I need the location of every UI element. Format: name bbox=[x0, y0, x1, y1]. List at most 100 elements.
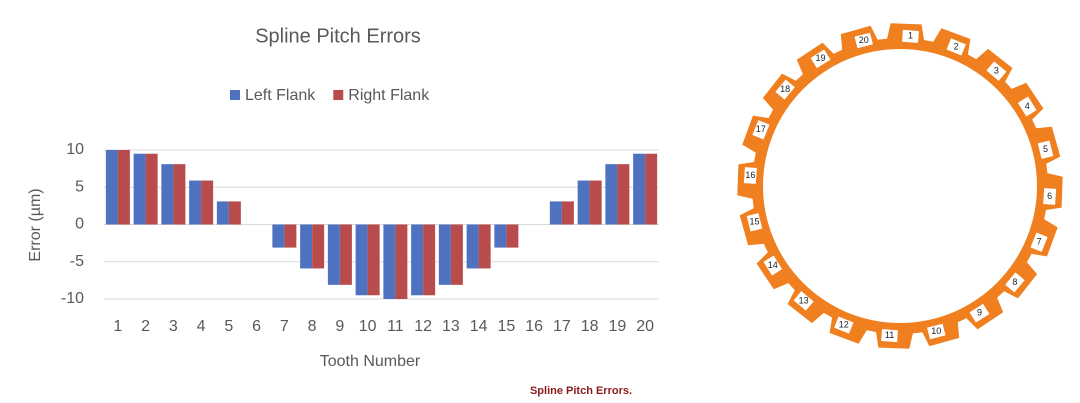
bar bbox=[605, 164, 618, 225]
tooth-notch bbox=[1037, 140, 1054, 159]
tooth-label: 19 bbox=[816, 53, 826, 63]
tooth-notch bbox=[752, 120, 770, 140]
bar bbox=[201, 180, 214, 225]
tooth-label: 20 bbox=[859, 35, 869, 45]
bar bbox=[466, 224, 479, 269]
legend-swatch bbox=[333, 90, 344, 100]
bar bbox=[272, 224, 285, 248]
bar bbox=[645, 153, 658, 225]
legend-label: Right Flank bbox=[348, 87, 430, 104]
tooth-label: 14 bbox=[768, 260, 778, 270]
bar bbox=[438, 224, 451, 285]
x-tick-label: 15 bbox=[497, 318, 515, 335]
tooth-notch bbox=[793, 291, 814, 311]
x-tick-label: 10 bbox=[359, 318, 377, 335]
x-axis-label: Tooth Number bbox=[320, 353, 421, 370]
tooth-label: 5 bbox=[1043, 144, 1048, 154]
tooth-notch bbox=[1043, 188, 1057, 205]
bar bbox=[411, 224, 424, 296]
y-tick-label: 5 bbox=[75, 178, 84, 195]
tooth-label: 1 bbox=[908, 31, 913, 41]
x-tick-label: 16 bbox=[525, 318, 543, 335]
bar bbox=[633, 153, 646, 225]
tooth-label: 8 bbox=[1012, 277, 1017, 287]
tooth-label: 6 bbox=[1047, 191, 1052, 201]
bar bbox=[367, 224, 380, 296]
tooth-notch bbox=[1005, 272, 1025, 293]
x-tick-label: 1 bbox=[113, 318, 122, 335]
tooth-label: 9 bbox=[977, 308, 982, 318]
tooth-label: 11 bbox=[885, 330, 894, 340]
tooth-label: 4 bbox=[1025, 101, 1030, 111]
tooth-label: 7 bbox=[1037, 237, 1042, 247]
bar bbox=[327, 224, 340, 285]
tooth-notch bbox=[1030, 232, 1048, 252]
bar bbox=[117, 150, 130, 225]
tooth-notch bbox=[834, 316, 854, 334]
x-tick-label: 11 bbox=[387, 318, 404, 335]
bar bbox=[105, 150, 118, 225]
x-tick-label: 18 bbox=[581, 318, 599, 335]
bar bbox=[549, 201, 562, 225]
y-tick-label: 10 bbox=[66, 141, 84, 158]
tooth-label: 3 bbox=[994, 65, 999, 75]
bar bbox=[312, 224, 325, 269]
bar bbox=[189, 180, 202, 225]
caption: Spline Pitch Errors. bbox=[530, 385, 632, 397]
legend-label: Left Flank bbox=[245, 87, 316, 104]
tooth-label: 12 bbox=[839, 319, 849, 329]
tooth-notch bbox=[946, 38, 966, 56]
tooth-label: 13 bbox=[799, 295, 809, 305]
tooth-notch bbox=[775, 79, 795, 100]
tooth-notch bbox=[763, 255, 783, 276]
x-tick-label: 8 bbox=[308, 318, 317, 335]
bar bbox=[133, 153, 146, 225]
bar bbox=[284, 224, 297, 248]
x-tick-label: 6 bbox=[252, 318, 261, 335]
tooth-notch bbox=[746, 213, 763, 232]
x-tick-label: 12 bbox=[414, 318, 432, 335]
tooth-notch bbox=[854, 32, 873, 49]
tooth-notch bbox=[969, 303, 990, 323]
x-tick-label: 14 bbox=[470, 318, 488, 335]
x-tick-label: 19 bbox=[608, 318, 626, 335]
tooth-label: 16 bbox=[745, 170, 755, 180]
x-tick-label: 13 bbox=[442, 318, 460, 335]
tooth-notch bbox=[743, 167, 757, 184]
tooth-label: 15 bbox=[749, 217, 759, 227]
bar bbox=[577, 180, 590, 225]
bar bbox=[450, 224, 463, 285]
bar bbox=[561, 201, 574, 225]
tooth-notch bbox=[1017, 96, 1037, 117]
bar bbox=[589, 180, 602, 225]
y-tick-label: -5 bbox=[70, 253, 84, 270]
bar bbox=[173, 164, 186, 225]
y-tick-label: 0 bbox=[75, 216, 84, 233]
tooth-notch bbox=[881, 329, 898, 343]
bar bbox=[617, 164, 630, 225]
tooth-notch bbox=[927, 323, 946, 340]
bar bbox=[216, 201, 229, 225]
bar bbox=[478, 224, 491, 269]
spline-ring bbox=[737, 23, 1063, 349]
tooth-label: 10 bbox=[931, 326, 941, 336]
x-tick-label: 3 bbox=[169, 318, 178, 335]
bar bbox=[300, 224, 313, 269]
x-tick-label: 4 bbox=[197, 318, 206, 335]
tooth-label: 17 bbox=[756, 124, 766, 134]
bar bbox=[145, 153, 158, 225]
x-tick-label: 17 bbox=[553, 318, 571, 335]
x-tick-label: 2 bbox=[141, 318, 150, 335]
tooth-label: 2 bbox=[954, 41, 959, 51]
bar bbox=[355, 224, 368, 296]
tooth-notch bbox=[810, 49, 831, 69]
bar bbox=[395, 224, 408, 299]
legend-swatch bbox=[230, 90, 240, 100]
bar bbox=[383, 224, 396, 299]
bar bbox=[506, 224, 519, 248]
tooth-label: 18 bbox=[780, 84, 790, 94]
bar bbox=[161, 164, 174, 225]
